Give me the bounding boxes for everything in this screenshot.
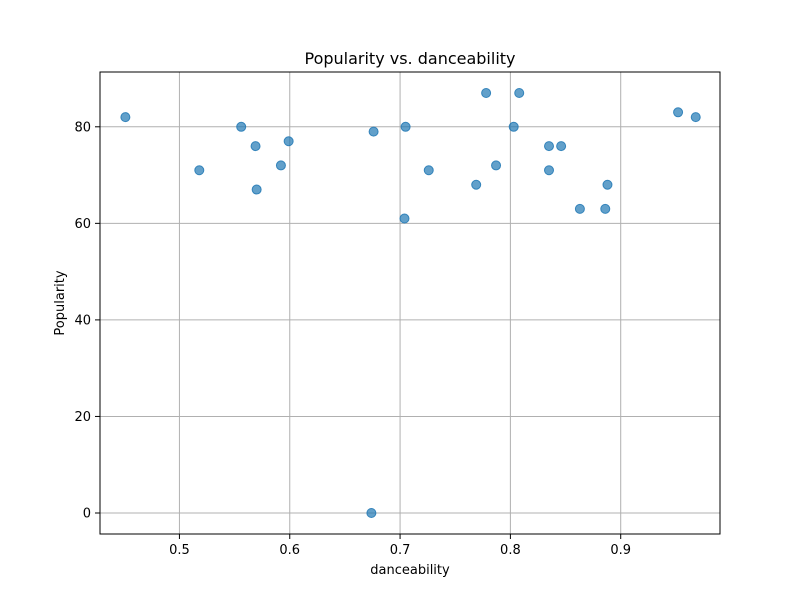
x-axis-label: danceability	[370, 563, 450, 578]
x-tick-label: 0.9	[610, 543, 631, 558]
scatter-point	[368, 126, 379, 137]
scatter-point	[690, 112, 701, 123]
y-tick-label: 40	[74, 313, 91, 328]
scatter-point	[471, 179, 482, 190]
scatter-point	[556, 141, 567, 152]
x-tick-label: 0.6	[279, 543, 300, 558]
y-tick-label: 60	[74, 217, 91, 232]
scatter-point	[236, 121, 247, 132]
x-axis-ticks: 0.5 0.6 0.7 0.8 0.9	[169, 534, 631, 558]
y-tick-label: 0	[83, 507, 91, 522]
scatter-point	[544, 141, 555, 152]
scatter-point	[508, 121, 519, 132]
scatter-point	[514, 88, 525, 98]
scatter-point	[574, 203, 585, 214]
y-tick-label: 80	[74, 120, 91, 135]
y-axis-ticks: 0 20 40 60 80	[74, 120, 100, 522]
scatter-point	[283, 136, 294, 147]
scatter-point	[194, 165, 205, 176]
scatter-point	[673, 107, 684, 118]
data-points	[120, 88, 701, 518]
scatter-point	[400, 121, 411, 132]
scatter-point	[544, 165, 555, 176]
scatter-point	[602, 179, 613, 190]
y-tick-label: 20	[74, 410, 91, 425]
scatter-point	[275, 160, 286, 171]
scatter-point	[399, 213, 410, 224]
scatter-point	[423, 165, 434, 176]
scatter-point	[120, 112, 131, 123]
plot-frame	[99, 71, 721, 535]
x-tick-label: 0.8	[500, 543, 521, 558]
scatter-point	[600, 203, 611, 214]
scatter-point	[491, 160, 502, 171]
y-axis-label: Popularity	[53, 270, 68, 335]
x-tick-label: 0.5	[169, 543, 190, 558]
scatter-point	[251, 184, 262, 195]
x-tick-label: 0.7	[390, 543, 411, 558]
scatter-point	[481, 88, 492, 98]
chart-title: Popularity vs. danceability	[304, 49, 515, 68]
scatter-point	[366, 508, 377, 518]
scatter-point	[250, 141, 261, 152]
